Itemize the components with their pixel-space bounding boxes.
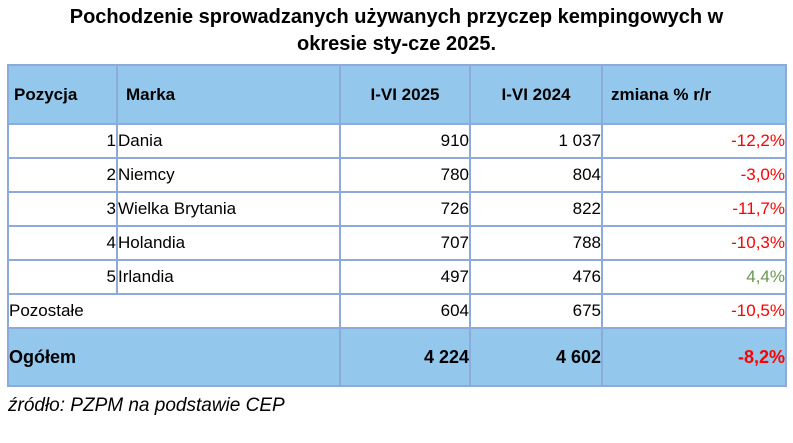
value-2024-cell: 804 <box>469 157 603 193</box>
total-label-cell: Ogółem <box>7 327 341 387</box>
origin-table: Pozycja Marka I-VI 2025 I-VI 2024 zmiana… <box>7 64 787 387</box>
marka-cell: Holandia <box>116 225 341 261</box>
marka-cell: Wielka Brytania <box>116 191 341 227</box>
value-2025-cell: 910 <box>339 123 471 159</box>
header-pozycja: Pozycja <box>7 64 118 125</box>
source-note: źródło: PZPM na podstawie CEP <box>8 395 285 416</box>
total-2024-cell: 4 602 <box>469 327 603 387</box>
marka-cell: Irlandia <box>116 259 341 295</box>
total-change-cell: -8,2% <box>601 327 787 387</box>
header-marka: Marka <box>116 64 341 125</box>
value-2025-cell: 726 <box>339 191 471 227</box>
change-cell: -10,3% <box>601 225 787 261</box>
value-2024-cell: 476 <box>469 259 603 295</box>
position-cell: 4 <box>7 225 118 261</box>
value-2024-cell: 822 <box>469 191 603 227</box>
marka-cell: Pozostałe <box>7 293 341 329</box>
table-row: 1 Dania 910 1 037 -12,2% <box>7 123 787 159</box>
position-cell: 2 <box>7 157 118 193</box>
header-i-vi-2025: I-VI 2025 <box>339 64 471 125</box>
value-2025-cell: 497 <box>339 259 471 295</box>
value-2024-cell: 1 037 <box>469 123 603 159</box>
position-cell: 3 <box>7 191 118 227</box>
table-row-pozostale: Pozostałe 604 675 -10,5% <box>7 293 787 329</box>
table-row: 5 Irlandia 497 476 4,4% <box>7 259 787 295</box>
table-row: 3 Wielka Brytania 726 822 -11,7% <box>7 191 787 227</box>
header-i-vi-2024: I-VI 2024 <box>469 64 603 125</box>
change-cell: -10,5% <box>601 293 787 329</box>
value-2024-cell: 788 <box>469 225 603 261</box>
page-title: Pochodzenie sprowadzanych używanych przy… <box>69 6 724 55</box>
total-row: Ogółem 4 224 4 602 -8,2% <box>7 327 787 387</box>
header-row: Pozycja Marka I-VI 2025 I-VI 2024 zmiana… <box>7 64 787 125</box>
change-cell: -12,2% <box>601 123 787 159</box>
value-2024-cell: 675 <box>469 293 603 329</box>
marka-cell: Dania <box>116 123 341 159</box>
position-cell: 5 <box>7 259 118 295</box>
page: Pochodzenie sprowadzanych używanych przy… <box>0 4 793 443</box>
change-cell: -3,0% <box>601 157 787 193</box>
value-2025-cell: 780 <box>339 157 471 193</box>
table-row: 2 Niemcy 780 804 -3,0% <box>7 157 787 193</box>
change-cell: -11,7% <box>601 191 787 227</box>
total-2025-cell: 4 224 <box>339 327 471 387</box>
value-2025-cell: 707 <box>339 225 471 261</box>
table-row: 4 Holandia 707 788 -10,3% <box>7 225 787 261</box>
marka-cell: Niemcy <box>116 157 341 193</box>
position-cell: 1 <box>7 123 118 159</box>
change-cell: 4,4% <box>601 259 787 295</box>
value-2025-cell: 604 <box>339 293 471 329</box>
header-zmiana: zmiana % r/r <box>601 64 787 125</box>
